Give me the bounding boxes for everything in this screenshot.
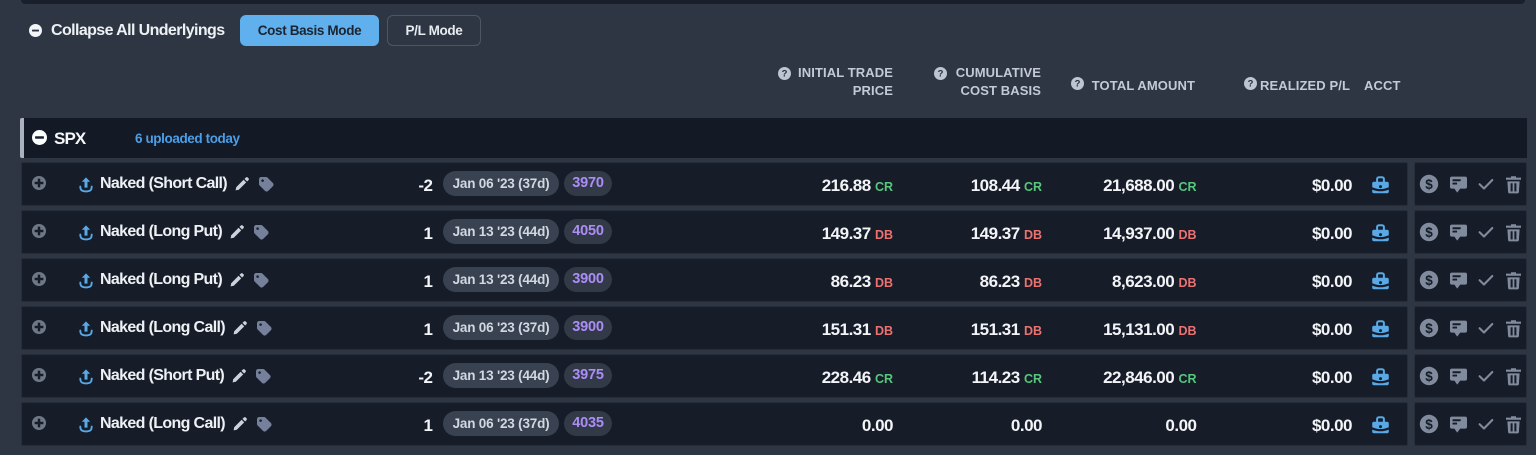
svg-text:$: $: [1425, 225, 1433, 240]
svg-text:$: $: [1425, 273, 1433, 288]
svg-text:$: $: [1425, 369, 1433, 384]
svg-text:$: $: [1425, 417, 1433, 432]
svg-text:$: $: [1425, 321, 1433, 336]
svg-text:?: ?: [938, 68, 944, 79]
svg-text:?: ?: [1074, 79, 1080, 90]
svg-text:?: ?: [782, 68, 788, 79]
svg-text:$: $: [1425, 177, 1433, 192]
svg-text:?: ?: [1247, 79, 1253, 90]
